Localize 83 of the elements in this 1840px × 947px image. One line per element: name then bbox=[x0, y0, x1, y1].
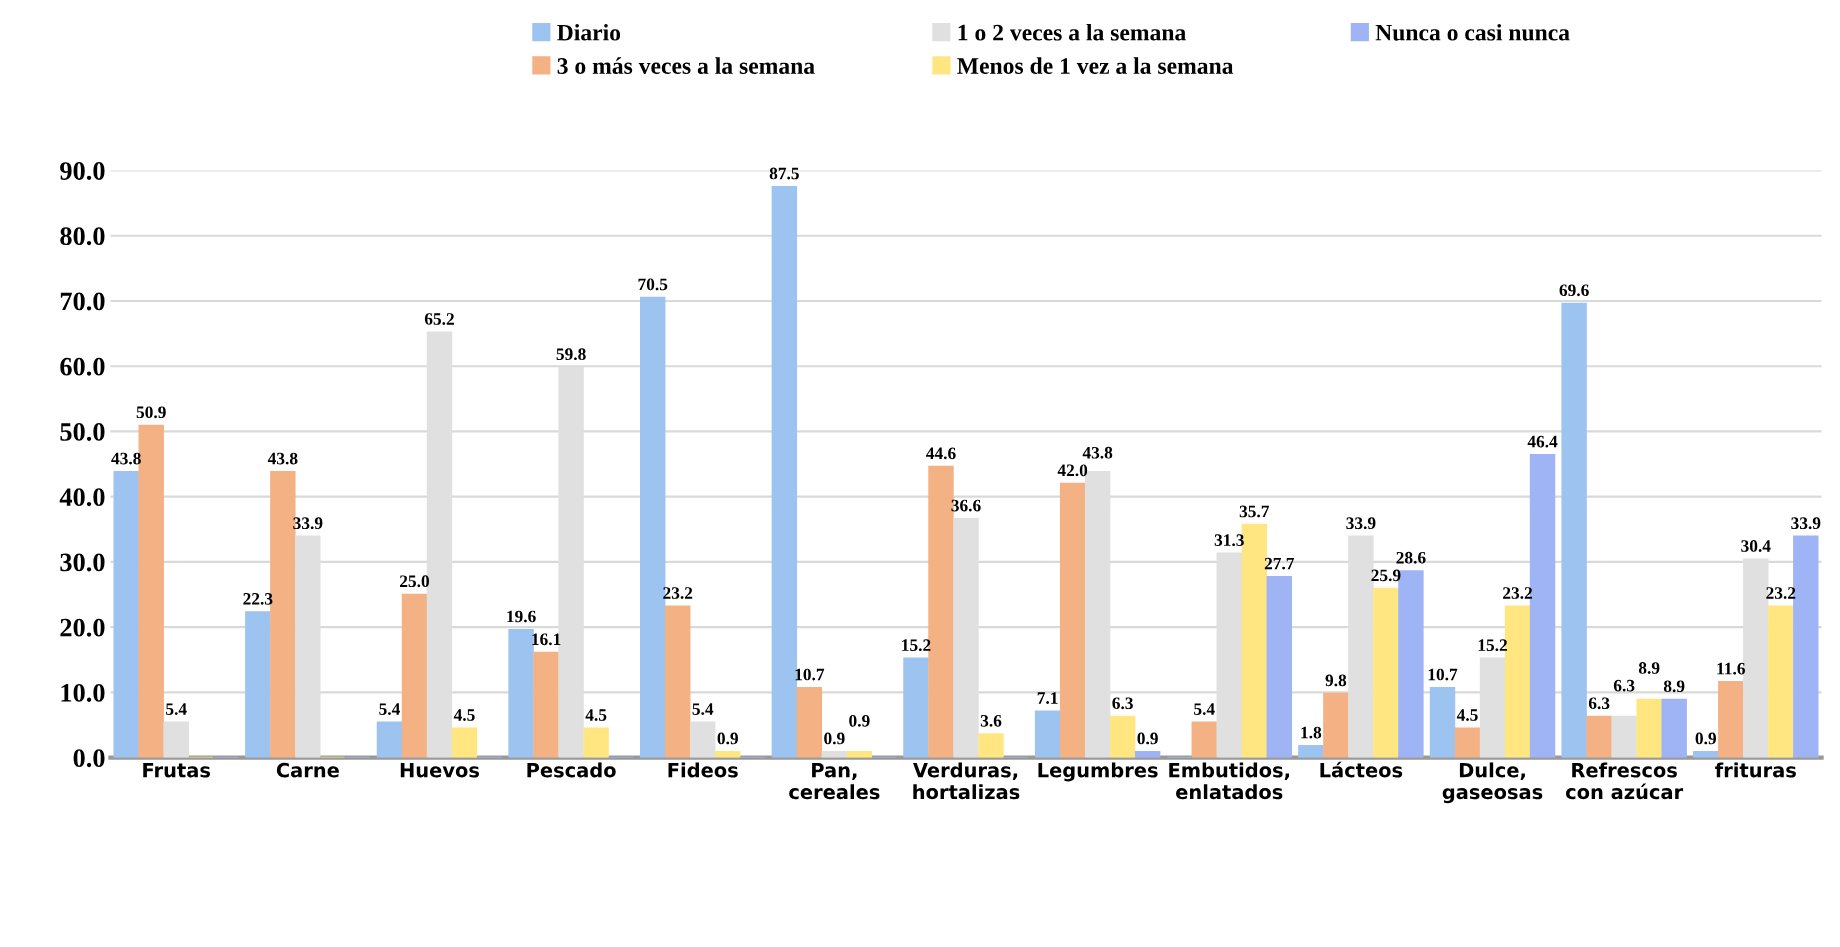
legend-label: Diario bbox=[557, 23, 621, 41]
data-label: 5.4 bbox=[692, 703, 714, 716]
data-label: 65.2 bbox=[424, 313, 454, 325]
y-tick-label: 90.0 bbox=[60, 162, 105, 180]
y-tick-label: 60.0 bbox=[60, 357, 105, 376]
x-tick-label: Refrescos con azúcar bbox=[1565, 762, 1684, 800]
data-label: 70.5 bbox=[638, 278, 668, 291]
data-label: 8.9 bbox=[1663, 680, 1685, 693]
x-tick-label: Fideos bbox=[668, 762, 738, 778]
data-label: 0.9 bbox=[1695, 732, 1716, 745]
data-label: 23.2 bbox=[1766, 587, 1796, 599]
x-tick-label: Frutas bbox=[143, 763, 211, 778]
data-label: 33.9 bbox=[1791, 517, 1821, 530]
x-tick-label: Embutidos, enlatados bbox=[1169, 762, 1290, 800]
data-label: 0.9 bbox=[824, 732, 845, 745]
data-label: 31.3 bbox=[1214, 534, 1244, 547]
data-label: 1.8 bbox=[1301, 726, 1322, 739]
data-label: 44.6 bbox=[926, 447, 956, 460]
data-label: 30.4 bbox=[1741, 540, 1771, 552]
x-tick-label: frituras bbox=[1715, 762, 1796, 778]
y-tick-label: 50.0 bbox=[60, 423, 105, 441]
data-label: 43.8 bbox=[111, 452, 141, 465]
y-tick-label: 0.0 bbox=[73, 749, 105, 768]
x-tick-label: Lácteos bbox=[1320, 761, 1403, 778]
data-label: 25.0 bbox=[400, 575, 429, 588]
data-label: 87.5 bbox=[769, 167, 799, 180]
data-label: 42.0 bbox=[1057, 464, 1088, 477]
data-label: 4.5 bbox=[585, 709, 607, 721]
data-label: 23.2 bbox=[663, 587, 693, 599]
data-label: 9.8 bbox=[1325, 674, 1347, 687]
data-label: 0.9 bbox=[849, 714, 870, 727]
data-label: 4.5 bbox=[453, 709, 475, 721]
legend-label: 1 o 2 veces a la semana bbox=[958, 23, 1186, 41]
data-label: 33.9 bbox=[1346, 517, 1376, 530]
y-tick-label: 20.0 bbox=[60, 618, 105, 637]
data-label: 5.4 bbox=[379, 703, 400, 716]
x-tick-label: Verduras, hortalizas bbox=[913, 762, 1020, 800]
data-label: 28.6 bbox=[1396, 551, 1426, 564]
data-label: 6.3 bbox=[1112, 697, 1133, 710]
y-tick-label: 40.0 bbox=[59, 488, 105, 507]
data-label: 22.3 bbox=[243, 593, 273, 605]
data-label: 25.9 bbox=[1371, 569, 1401, 582]
data-label: 3.6 bbox=[980, 715, 1002, 727]
data-label: 10.7 bbox=[795, 668, 825, 681]
data-label: 43.8 bbox=[267, 452, 298, 465]
data-label: 16.1 bbox=[532, 633, 561, 646]
x-tick-label: Huevos bbox=[400, 763, 480, 778]
data-label: 5.4 bbox=[1194, 703, 1215, 716]
data-label: 36.6 bbox=[951, 499, 981, 512]
x-tick-label: Pan, cereales bbox=[789, 763, 880, 800]
y-tick-label: 30.0 bbox=[60, 553, 105, 572]
data-label: 0.9 bbox=[717, 732, 738, 745]
data-label: 6.3 bbox=[1613, 679, 1635, 692]
x-tick-label: Legumbres bbox=[1038, 762, 1158, 782]
data-label: 27.7 bbox=[1264, 557, 1295, 570]
x-tick-label: Pescado bbox=[527, 762, 616, 778]
legend-label: Menos de 1 vez a la semana bbox=[957, 57, 1234, 74]
y-tick-label: 10.0 bbox=[61, 683, 105, 702]
data-label: 8.9 bbox=[1638, 662, 1660, 674]
x-tick-label: Dulce, gaseosas bbox=[1442, 762, 1543, 804]
data-label: 7.1 bbox=[1037, 692, 1058, 704]
data-label: 50.9 bbox=[136, 406, 166, 419]
data-label: 4.5 bbox=[1456, 709, 1478, 721]
data-label: 19.6 bbox=[507, 610, 536, 623]
data-label: 5.4 bbox=[166, 703, 187, 716]
data-label: 15.2 bbox=[1478, 639, 1507, 652]
y-tick-label: 70.0 bbox=[60, 292, 105, 311]
legend-label: Nunca o casi nunca bbox=[1375, 23, 1570, 41]
data-label: 10.7 bbox=[1428, 668, 1458, 681]
data-label: 6.3 bbox=[1588, 697, 1610, 710]
data-label: 59.8 bbox=[556, 348, 586, 361]
data-label: 0.9 bbox=[1137, 732, 1158, 745]
data-label: 15.2 bbox=[902, 639, 931, 652]
data-label: 46.4 bbox=[1527, 435, 1558, 448]
data-label: 35.7 bbox=[1239, 505, 1270, 518]
legend-label: 3 o más veces a la semana bbox=[557, 57, 815, 74]
data-label: 43.8 bbox=[1082, 446, 1113, 459]
y-tick-label: 80.0 bbox=[60, 227, 105, 246]
data-label: 33.9 bbox=[293, 517, 323, 530]
data-label: 69.6 bbox=[1559, 284, 1589, 297]
data-label: 11.6 bbox=[1717, 662, 1745, 675]
data-label: 23.2 bbox=[1503, 587, 1532, 599]
x-tick-label: Carne bbox=[276, 762, 339, 778]
